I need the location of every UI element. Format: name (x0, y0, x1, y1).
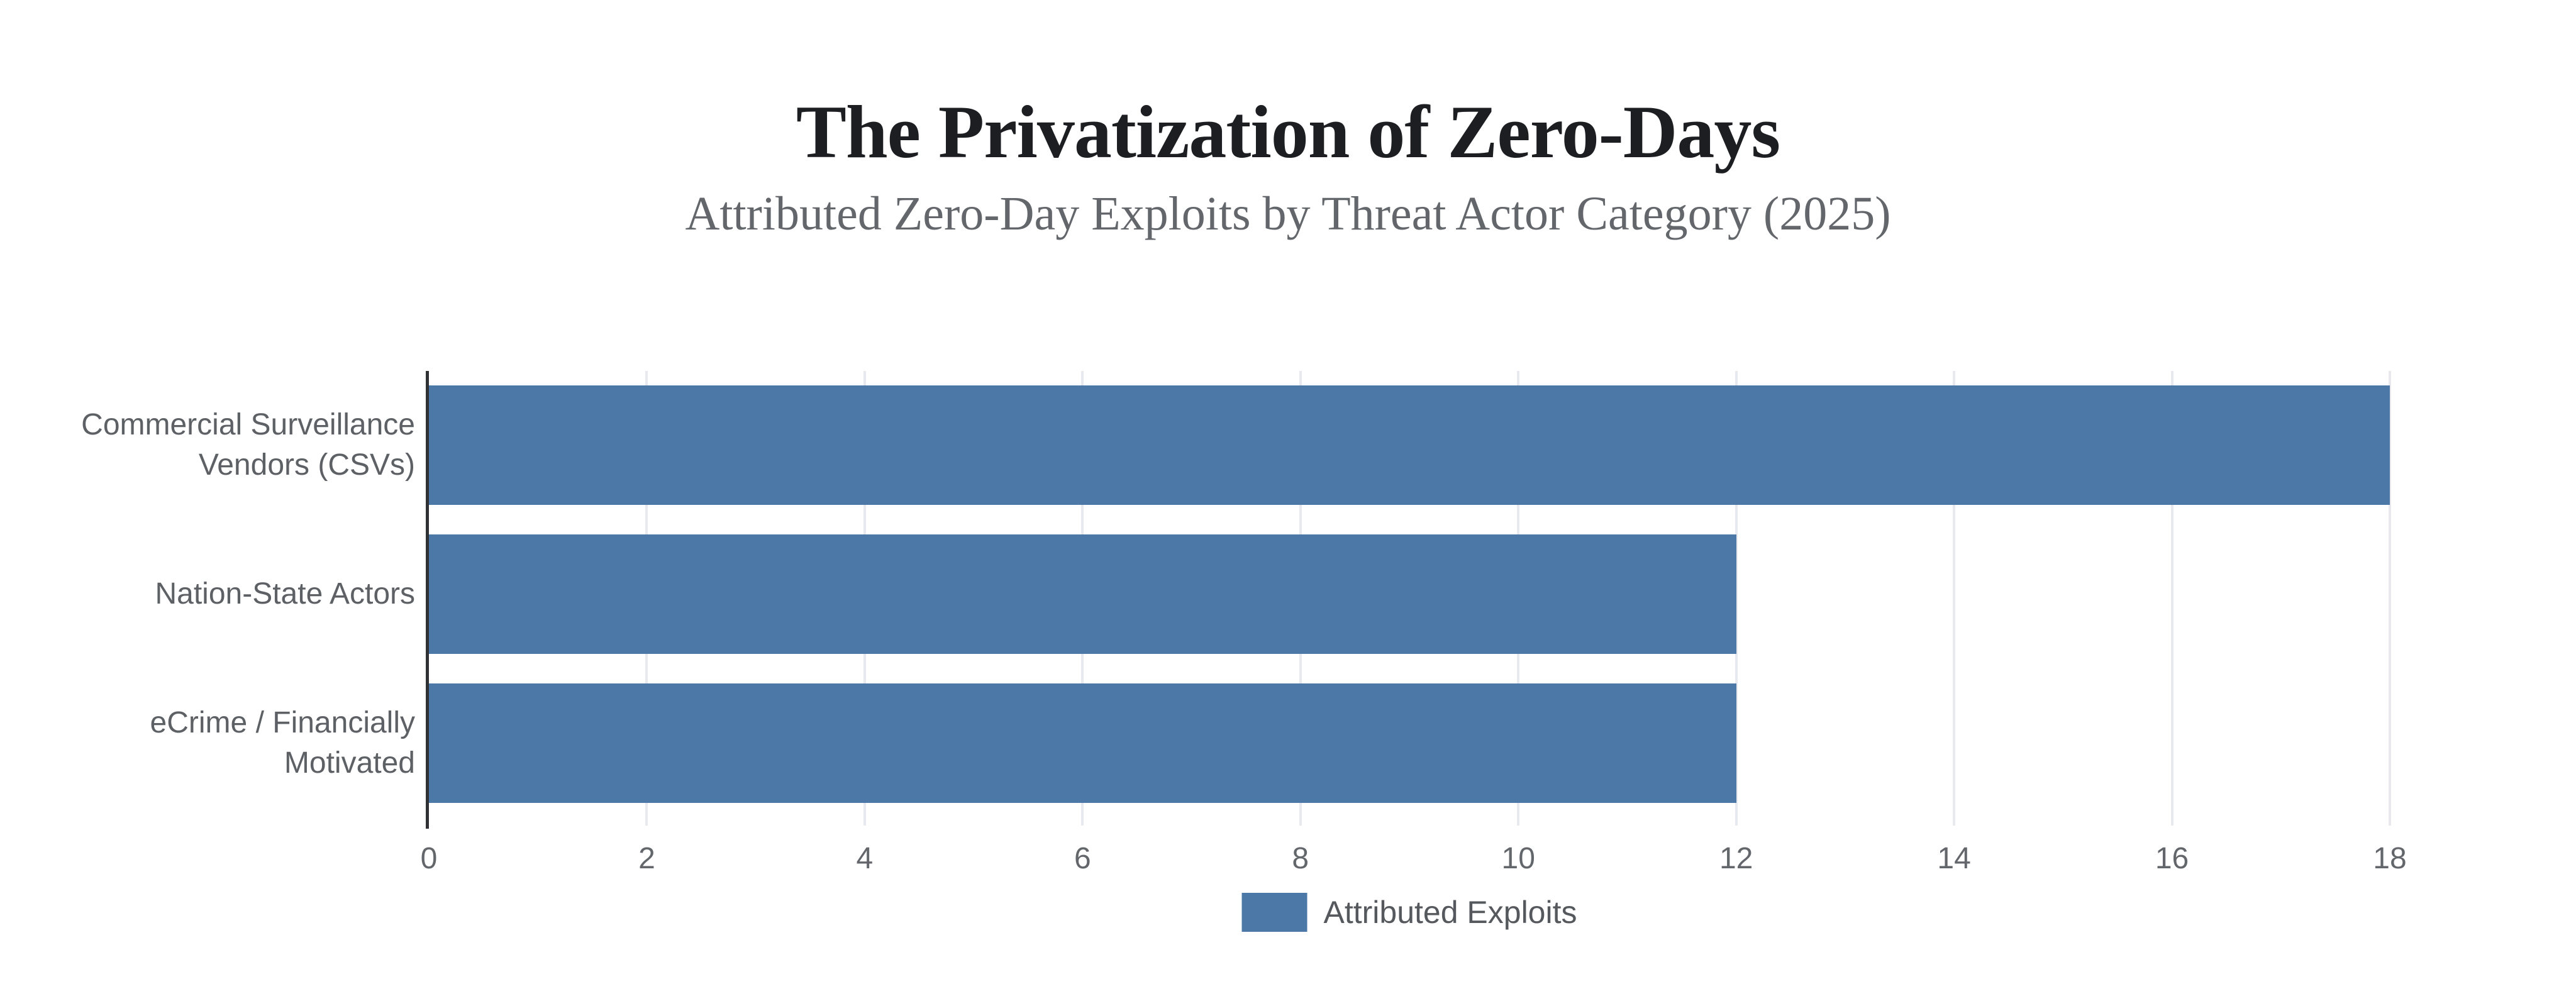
bar-2 (429, 534, 1736, 654)
x-tick-label-14: 14 (1937, 842, 1971, 875)
legend: Attributed Exploits (1241, 893, 1577, 932)
x-tick-label-10: 10 (1501, 842, 1535, 875)
x-tick-label-18: 18 (2373, 842, 2407, 875)
chart-subtitle: Attributed Zero-Day Exploits by Threat A… (685, 187, 1891, 240)
x-tick-label-4: 4 (856, 842, 874, 875)
gridline-x-18 (2389, 371, 2391, 826)
x-tick-label-16: 16 (2155, 842, 2189, 875)
category-label-3: eCrime / Financially Motivated (150, 705, 415, 780)
x-tick-label-6: 6 (1074, 842, 1091, 875)
y-axis-line (426, 371, 429, 829)
category-label-2: Nation-State Actors (155, 577, 415, 611)
legend-label: Attributed Exploits (1323, 895, 1577, 930)
x-tick-label-8: 8 (1292, 842, 1309, 875)
legend-swatch (1241, 893, 1307, 932)
gridline-x-12 (1735, 371, 1738, 826)
category-label-1: Commercial Surveillance Vendors (CSVs) (81, 408, 415, 482)
gridline-x-14 (1953, 371, 1956, 826)
x-tick-label-0: 0 (420, 842, 438, 875)
bar-3 (429, 683, 1736, 803)
chart-title: The Privatization of Zero-Days (796, 90, 1780, 174)
x-tick-label-12: 12 (1719, 842, 1753, 875)
bar-1 (429, 385, 2390, 506)
gridline-x-16 (2170, 371, 2174, 826)
x-tick-label-2: 2 (638, 842, 655, 875)
